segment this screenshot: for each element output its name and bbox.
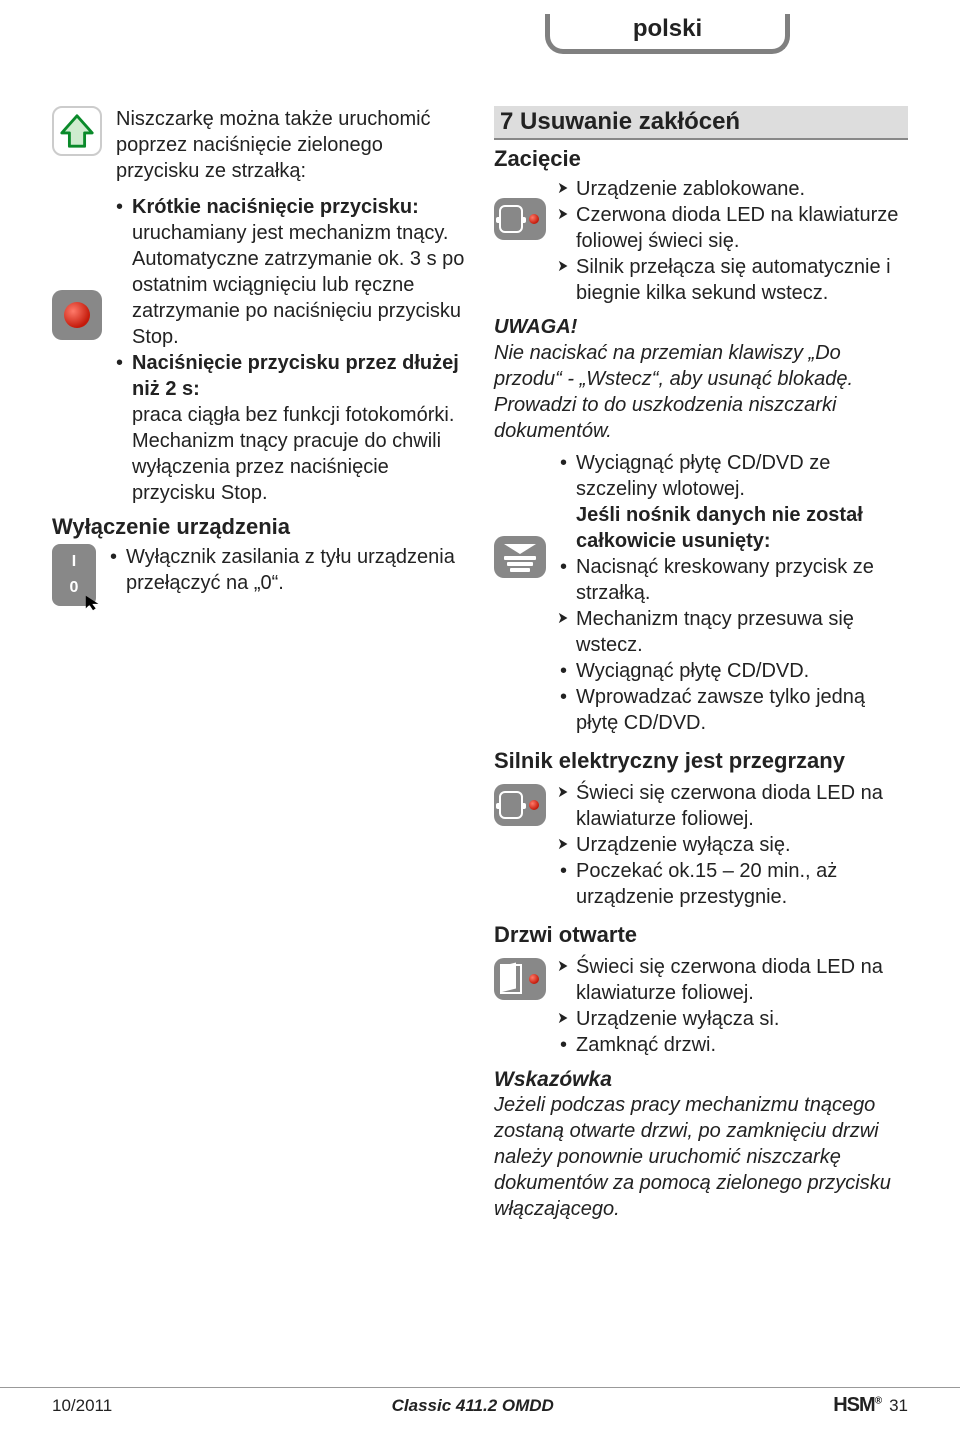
list-item: Naciśnięcie przycisku przez dłużej niż 2… [116,350,466,506]
intro-text: Niszczarkę można także uruchomić poprzez… [116,106,466,184]
led-panel-icon [494,198,546,240]
language-label: polski [545,14,790,54]
step-remove-cd: Wyciągnąć płytę CD/DVD ze szczeliny wlot… [560,450,908,502]
page-footer: 10/2011 Classic 411.2 OMDD HSM® 31 [0,1387,960,1417]
warning-label: UWAGA! [494,314,908,340]
jam-item-1: Urządzenie zablokowane. [560,176,908,202]
step-remove-cd-2: Wyciągnąć płytę CD/DVD. [560,658,908,684]
warning-text: Nie naciskać na przemian klawiszy „Do pr… [494,340,908,444]
not-fully-removed-label: Jeśli nośnik danych nie został całkowici… [560,502,908,554]
reverse-button-icon [494,536,546,578]
door-item-2: Urządzenie wyłącza si. [560,1006,908,1032]
step-mechanism-reverse: Mechanizm tnący przesuwa się wstecz. [560,606,908,658]
motor-item-3: Poczekać ok.15 – 20 min., aż urządzenie … [560,858,908,910]
motor-overheat-heading: Silnik elektryczny jest przegrzany [494,748,908,774]
hint-label: Wskazówka [494,1068,908,1092]
switch-i-label: I [72,549,76,575]
step-press-reverse: Nacisnąć kreskowany przycisk ze strzałką… [560,554,908,606]
section-7-heading: 7 Usuwanie zakłóceń [494,106,908,140]
hint-text: Jeżeli podczas pracy mechanizmu tnącego … [494,1092,908,1222]
long-press-label: Naciśnięcie przycisku przez dłużej niż 2… [132,352,459,400]
red-stop-button-icon [52,290,102,340]
led-panel-icon [494,784,546,826]
jam-heading: Zacięcie [494,146,908,172]
door-open-icon [494,958,546,1000]
door-item-1: Świeci się czerwona dioda LED na klawiat… [560,954,908,1006]
motor-item-1: Świeci się czerwona dioda LED na klawiat… [560,780,908,832]
auto-stop-text: Automatyczne zatrzymanie ok. 3 s po osta… [132,248,464,348]
motor-item-2: Urządzenie wyłącza się. [560,832,908,858]
short-press-label: Krótkie naciśnięcie przycisku: [132,196,419,218]
door-open-heading: Drzwi otwarte [494,922,908,948]
brand-logo: HSM® [833,1394,881,1417]
step-one-cd: Wprowadzać zawsze tylko jedną płytę CD/D… [560,684,908,736]
switch-0-label: 0 [70,575,79,601]
jam-item-2: Czerwona dioda LED na klawiaturze foliow… [560,202,908,254]
green-up-arrow-icon [52,106,102,156]
long-press-text: praca ciągła bez funkcji fotokomórki. Me… [132,404,454,504]
language-tab: polski [545,14,790,64]
door-item-3: Zamknąć drzwi. [560,1032,908,1058]
jam-item-3: Silnik przełącza się automatycznie i bie… [560,254,908,306]
page-number: 31 [889,1396,908,1416]
power-off-text: Wyłącznik zasilania z tyłu urządzenia pr… [110,544,466,596]
short-press-text: uruchamiany jest mechanizm tnący. [132,222,448,244]
power-off-heading: Wyłączenie urządzenia [52,514,466,540]
power-switch-icon: I 0 [52,544,96,606]
footer-model: Classic 411.2 OMDD [392,1396,554,1416]
list-item: Krótkie naciśnięcie przycisku: uruchamia… [116,194,466,350]
footer-date: 10/2011 [52,1396,112,1416]
